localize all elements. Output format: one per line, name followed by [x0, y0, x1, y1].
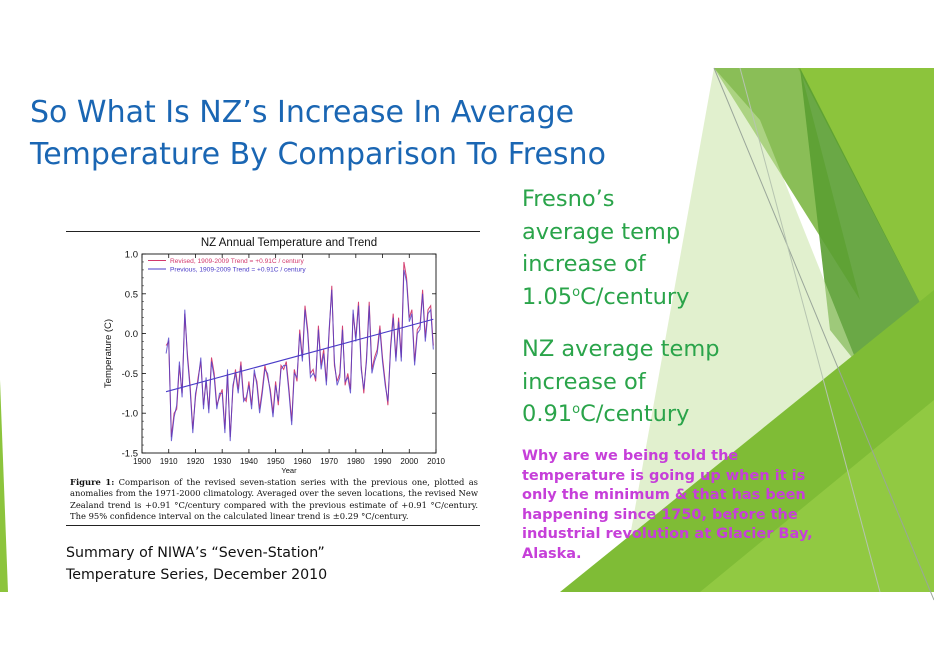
series-previous-line — [165, 269, 434, 442]
temperature-chart: NZ Annual Temperature and Trend -1.5 -1.0 -… — [103, 237, 445, 475]
figure-bottom-rule — [66, 525, 480, 526]
niwa-figure: NZ Annual Temperature and Trend -1.5 -1.0 -… — [66, 229, 480, 527]
nz-degree: o — [572, 402, 581, 417]
nz-value: 0.91 — [522, 401, 573, 427]
fresno-degree: o — [572, 284, 581, 300]
facet-line-2 — [739, 67, 881, 593]
y-tick-label: -0.5 — [122, 369, 138, 380]
facet-bottom-light — [700, 400, 934, 592]
nz-stat: NZ average temp increase of 0.91oC/centu… — [522, 333, 752, 431]
x-tick-label: 1990 — [374, 457, 392, 466]
y-tick-label: 0.5 — [125, 289, 138, 300]
y-tick-label: 0.0 — [125, 329, 138, 340]
fresno-line-1: Fresno’s — [522, 186, 615, 212]
nz-unit: C/century — [580, 401, 690, 427]
fresno-line-4: 1.05oC/century — [522, 281, 752, 314]
x-tick-label: 1910 — [160, 457, 178, 466]
nz-line-1: NZ average temp — [522, 336, 720, 362]
x-tick-label: 1930 — [213, 457, 231, 466]
slide-title: So What Is NZ’s Increase In Average Temp… — [30, 92, 730, 176]
question-text: Why are we being told the temperature is… — [522, 448, 813, 562]
x-tick-label: 1940 — [240, 457, 258, 466]
x-tick-label: 1920 — [187, 457, 205, 466]
facet-line-1 — [713, 67, 934, 601]
slide-title-line-2: Temperature By Comparison To Fresno — [30, 137, 606, 172]
fresno-line-2: average temp — [522, 218, 681, 245]
trend-line — [165, 318, 434, 393]
summary-line-2: Temperature Series, December 2010 — [66, 567, 328, 583]
nz-line-2: increase of — [522, 368, 646, 395]
x-tick-label: 2000 — [400, 457, 418, 466]
legend-label-0: Revised, 1909-2009 Trend = +0.91C / cent… — [170, 258, 304, 265]
chart-title: NZ Annual Temperature and Trend — [201, 237, 377, 249]
x-tick-label: 1950 — [267, 457, 285, 466]
x-axis-label: Year — [281, 466, 297, 475]
y-tick-label: -1.0 — [122, 409, 138, 420]
figure-caption: Figure 1: Comparison of the revised seve… — [70, 477, 478, 523]
x-tick-label: 1900 — [133, 457, 151, 466]
y-axis-label: Temperature (C) — [103, 319, 114, 388]
facet-left-sliver — [0, 380, 8, 592]
figure-summary: Summary of NIWA’s “Seven-Station” Temper… — [66, 542, 386, 586]
plot-frame — [141, 253, 437, 454]
nz-line-3: 0.91oC/century — [522, 398, 752, 431]
series-revised-line — [165, 261, 434, 438]
x-tick-label: 2010 — [427, 457, 445, 466]
figure-top-rule — [66, 231, 480, 232]
y-tick-label: 1.0 — [125, 250, 138, 261]
fresno-value: 1.05 — [522, 283, 573, 310]
y-tick-label: -1.5 — [122, 449, 138, 460]
caption-body: Comparison of the revised seven-station … — [70, 477, 478, 522]
x-tick-label: 1970 — [320, 457, 338, 466]
fresno-stat: Fresno’s average temp increase of 1.05oC… — [522, 183, 752, 313]
x-tick-label: 1980 — [347, 457, 365, 466]
legend-label-1: Previous, 1909-2009 Trend = +0.91C / cen… — [170, 267, 306, 274]
summary-line-1: Summary of NIWA’s “Seven-Station” — [66, 545, 325, 561]
fresno-unit: C/century — [580, 283, 690, 310]
fresno-line-3: increase of — [522, 251, 646, 277]
x-tick-label: 1960 — [293, 457, 311, 466]
caption-label: Figure 1: — [70, 477, 115, 487]
slide-title-line-1: So What Is NZ’s Increase In Average — [30, 95, 575, 130]
